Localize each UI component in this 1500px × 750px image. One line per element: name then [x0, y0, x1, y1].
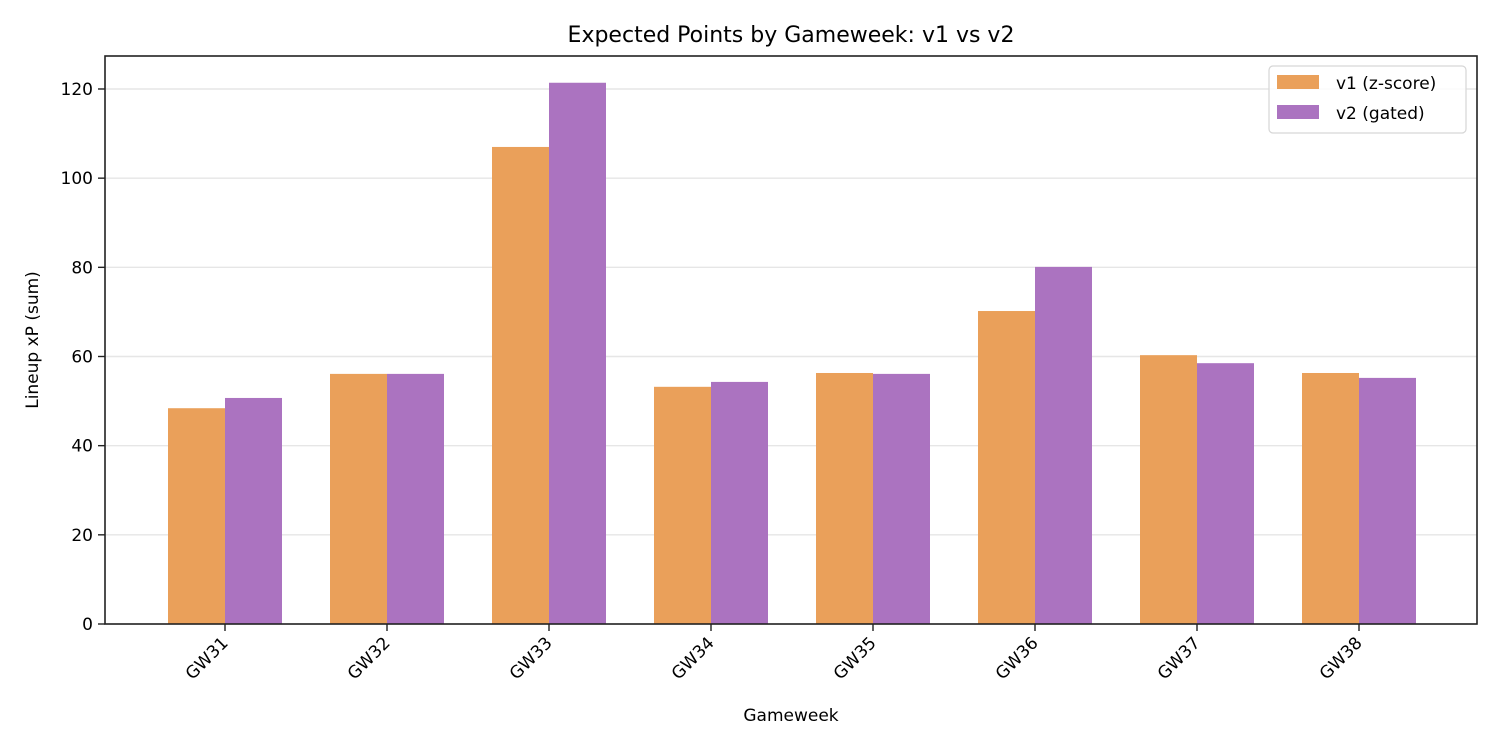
- plot-frame: [104, 55, 1478, 625]
- legend: v1 (z-score) v2 (gated): [1268, 65, 1467, 134]
- bar-v2: [1197, 363, 1254, 624]
- legend-swatch-v1: [1277, 75, 1319, 89]
- bar-v1: [654, 386, 711, 624]
- x-tick-label: GW37: [1154, 633, 1205, 684]
- y-axis-label: Lineup xP (sum): [23, 271, 43, 409]
- y-tick-label: 40: [71, 437, 93, 457]
- x-axis-ticks: GW31 GW32 GW33 GW34 GW35 GW36 GW37 GW38: [182, 624, 1367, 684]
- x-tick-label: GW36: [992, 633, 1043, 684]
- bar-v1: [168, 408, 225, 624]
- y-tick-label: 60: [71, 347, 93, 367]
- x-tick-label: GW38: [1316, 633, 1367, 684]
- legend-label-v1: v1 (z-score): [1336, 74, 1436, 94]
- bar-v1: [1302, 372, 1359, 624]
- bar-v1: [492, 146, 549, 624]
- bar-v2: [873, 373, 930, 624]
- y-tick-label: 120: [61, 80, 93, 100]
- bar-v2: [387, 373, 444, 624]
- bar-v2: [549, 82, 606, 625]
- x-tick-label: GW31: [182, 633, 233, 684]
- legend-label-v2: v2 (gated): [1336, 104, 1425, 124]
- bar-v1: [1140, 355, 1197, 624]
- y-tick-label: 80: [71, 258, 93, 278]
- x-tick-label: GW33: [506, 633, 557, 684]
- bar-v1: [978, 311, 1035, 624]
- bar-v2: [711, 381, 768, 624]
- bar-v1: [330, 373, 387, 624]
- x-axis-label: Gameweek: [743, 706, 838, 726]
- x-tick-label: GW32: [344, 633, 395, 684]
- y-tick-label: 100: [61, 169, 93, 189]
- bars: [168, 82, 1416, 625]
- bar-v1: [816, 372, 873, 624]
- y-tick-label: 20: [71, 526, 93, 546]
- x-tick-label: GW35: [830, 633, 881, 684]
- bar-v2: [225, 397, 282, 624]
- y-tick-label: 0: [82, 615, 93, 635]
- bar-v2: [1359, 377, 1416, 624]
- y-gridlines: [105, 88, 1477, 625]
- chart-title: Expected Points by Gameweek: v1 vs v2: [568, 23, 1015, 48]
- y-axis-ticks: 0 20 40 60 80 100 120: [61, 80, 105, 635]
- legend-swatch-v2: [1277, 105, 1319, 119]
- x-tick-label: GW34: [668, 633, 719, 684]
- bar-v2: [1035, 266, 1092, 624]
